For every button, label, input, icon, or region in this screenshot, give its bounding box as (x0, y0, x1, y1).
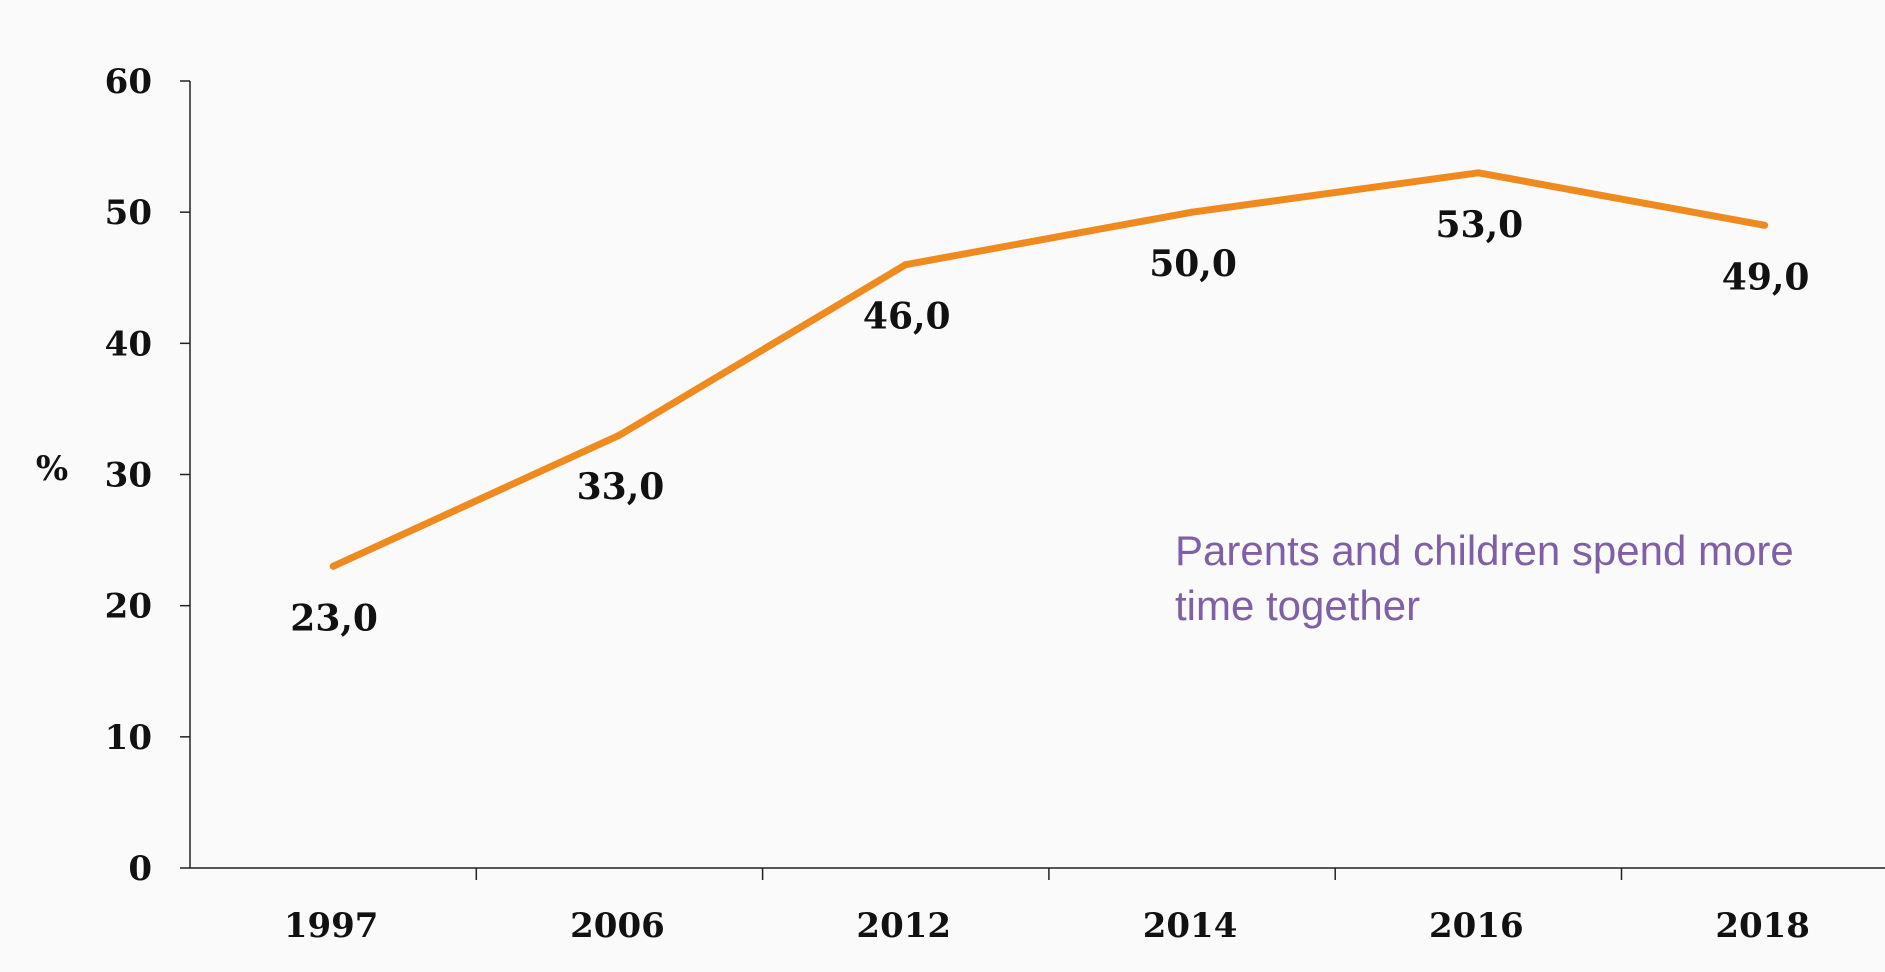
data-label: 33,0 (577, 466, 665, 508)
axes (180, 80, 1885, 880)
y-tick-label: 10 (105, 718, 152, 758)
data-labels: 23,0 33,0 46,0 50,0 53,0 49,0 (290, 204, 1810, 639)
data-point (1188, 208, 1196, 216)
x-tick-label: 2018 (1715, 906, 1810, 946)
y-tick-label: 30 (105, 456, 152, 496)
x-tick-label: 2012 (856, 906, 951, 946)
tick-labels: 0 10 20 30 40 50 60 1997 2006 2012 2014 2016 2018 (105, 62, 1810, 946)
x-tick-label: 2006 (570, 906, 665, 946)
data-point (615, 431, 623, 439)
y-tick-label: 0 (128, 849, 152, 889)
data-label: 50,0 (1149, 243, 1237, 285)
annotation-line-2: time together (1175, 582, 1420, 629)
y-tick-label: 40 (105, 324, 152, 364)
y-tick-label: 50 (105, 193, 152, 233)
data-point (329, 562, 337, 570)
y-axis-title: % (36, 449, 68, 489)
data-label: 23,0 (290, 597, 378, 639)
data-point (1761, 221, 1769, 229)
annotation-line-1: Parents and children spend more (1175, 527, 1794, 574)
x-tick-label: 2014 (1143, 906, 1238, 946)
series-line (331, 169, 1766, 570)
x-tick-label: 2016 (1429, 906, 1524, 946)
y-tick-label: 20 (105, 587, 152, 627)
annotation-text: Parents and children spend more time tog… (1175, 527, 1805, 629)
data-label: 53,0 (1436, 204, 1524, 246)
data-label: 46,0 (863, 296, 951, 338)
y-tick-label: 60 (105, 62, 152, 102)
series (329, 169, 1769, 570)
x-tick-label: 1997 (284, 906, 379, 946)
data-label: 49,0 (1722, 256, 1810, 298)
data-point (1474, 169, 1482, 177)
data-point (902, 261, 910, 269)
